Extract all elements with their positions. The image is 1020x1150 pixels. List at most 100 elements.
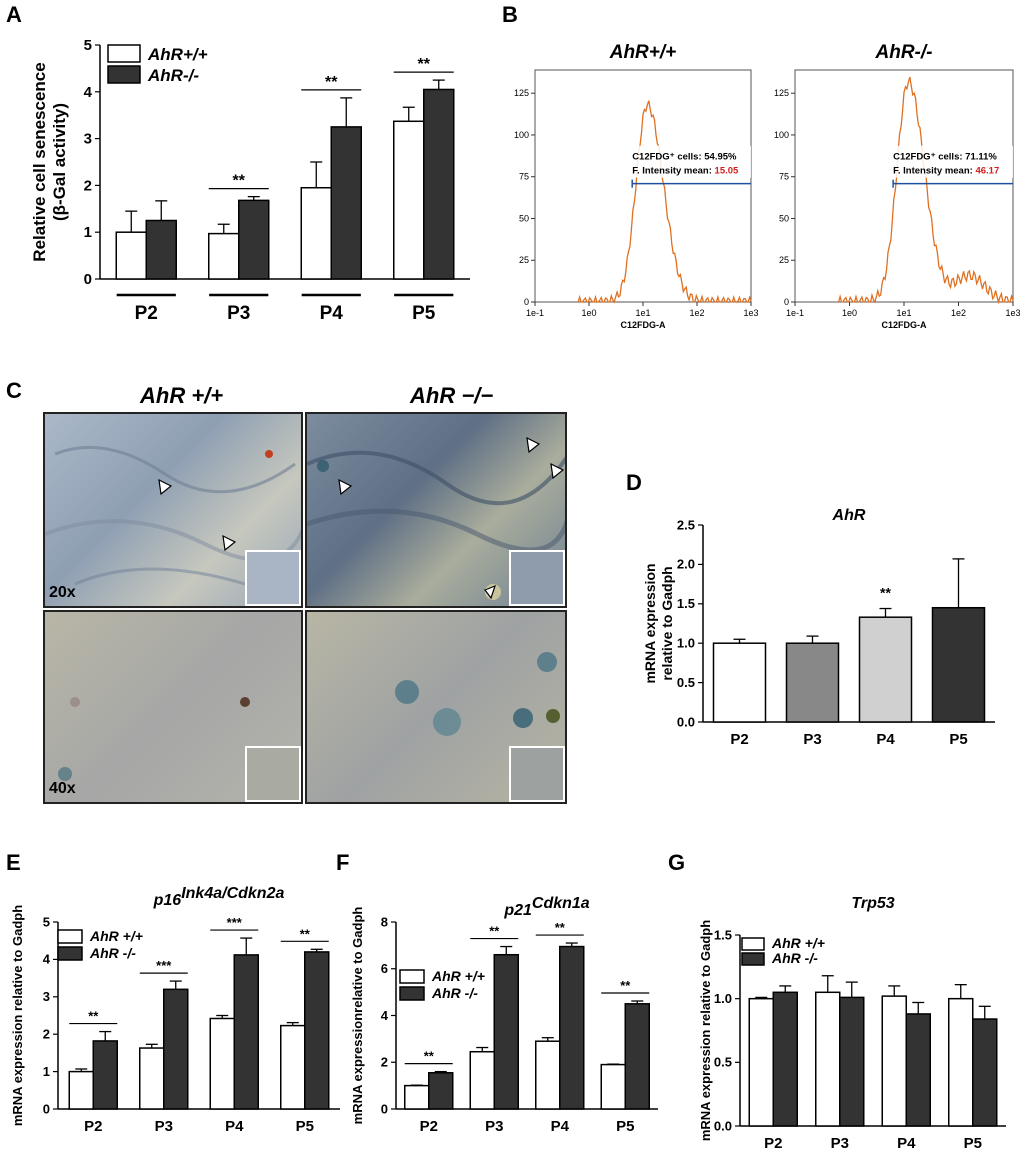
bar: [304, 951, 330, 1110]
significance-label: **: [325, 74, 338, 91]
significance-label: **: [300, 926, 311, 941]
panel-letter-d: D: [626, 470, 642, 495]
legend-swatch: [399, 969, 425, 984]
micrograph-inset: [245, 550, 301, 606]
y-tick-label: 0.0: [714, 1118, 732, 1133]
bar: [905, 1013, 931, 1127]
significance-label: **: [233, 173, 246, 190]
y-tick-label: 2: [381, 1055, 388, 1070]
x-tick-label: P4: [225, 1118, 244, 1135]
bar: [115, 231, 147, 280]
legend-swatch: [107, 65, 141, 84]
micrograph-ko-20x: [305, 412, 567, 608]
significance-label: **: [418, 56, 431, 73]
bar: [208, 232, 240, 280]
x-tick-label: P5: [412, 303, 436, 324]
x-tick-label: 1e1: [635, 308, 650, 318]
chart-g-trp53: 0.0 0.5 1.0 1.5 P2 P3 P4 P5 mRNA expression rela…: [698, 895, 1006, 1150]
bar: [423, 88, 455, 280]
micrograph-ko-40x: [305, 610, 567, 804]
gate-stat-intensity: F. Intensity mean: 15.05: [632, 166, 739, 177]
x-tick-label: P5: [296, 1118, 314, 1135]
bar: [330, 126, 362, 280]
y-tick-label: 100: [514, 130, 529, 140]
legend-swatch: [107, 44, 141, 63]
bar: [209, 1017, 235, 1110]
bar: [238, 199, 270, 280]
x-tick-label: P2: [764, 1135, 782, 1150]
x-tick-label: P2: [730, 731, 748, 748]
bar: [535, 1040, 561, 1110]
legend-swatch: [57, 929, 83, 944]
microscopy-title-ko: AhR −/−: [410, 383, 494, 408]
legend-label: AhR +/+: [89, 928, 143, 944]
histogram-curve: [577, 100, 752, 304]
significance-label: **: [489, 924, 500, 939]
y-tick-label: 1: [43, 1064, 50, 1079]
panel-letter-b: B: [502, 2, 518, 27]
y-tick-label: 8: [381, 914, 388, 929]
x-tick-label: P4: [897, 1135, 916, 1150]
y-tick-label: 2: [84, 177, 92, 194]
gate-stat-cells: C12FDG⁺ cells: 54.95%: [632, 152, 737, 163]
x-tick-label: 1e3: [743, 308, 758, 318]
y-tick-label: 3: [84, 131, 92, 148]
bar: [428, 1072, 454, 1110]
magnification-label: 40x: [49, 780, 76, 797]
x-tick-label: 1e-1: [786, 308, 804, 318]
chart-title: p16Ink4a/Cdkn2a: [153, 885, 285, 909]
micrograph-inset: [509, 550, 565, 606]
y-tick-label: 5: [84, 37, 92, 54]
y-tick-label: 1.5: [677, 596, 695, 611]
y-tick-label: 50: [519, 213, 529, 223]
y-tick-label: 1.0: [714, 991, 732, 1006]
y-tick-label: 2: [43, 1027, 50, 1042]
x-tick-label: P3: [227, 303, 250, 324]
panel-letter-g: G: [668, 850, 686, 875]
legend-swatch: [399, 986, 425, 1001]
y-tick-label: 0.5: [677, 675, 695, 690]
x-tick-label: P3: [485, 1118, 503, 1135]
bar: [881, 995, 907, 1127]
y-tick-label: 4: [84, 84, 93, 101]
chart-a-senescence: 0 1 2 3 4 5 P2 P3 ** P4 ** P5 ** Relative cell senesc…: [30, 37, 470, 324]
y-tick-label: 75: [779, 172, 789, 182]
bar: [712, 642, 767, 723]
gate-label-bg: [890, 145, 1013, 178]
y-tick-label: 1.0: [677, 636, 695, 651]
y-tick-label: 100: [774, 130, 789, 140]
y-tick-label: 125: [774, 88, 789, 98]
panel-letter-c: C: [6, 378, 22, 403]
flow-title: AhR+/+: [609, 42, 677, 63]
x-tick-label: P2: [84, 1118, 102, 1135]
legend-label: AhR +/+: [431, 968, 485, 984]
chart-title: p21Cdkn1a: [503, 895, 589, 919]
bar: [559, 945, 585, 1110]
legend-swatch: [57, 946, 83, 961]
x-tick-label: P4: [551, 1118, 570, 1135]
bar: [68, 1070, 94, 1110]
chart-d-ahr-expression: 0.0 0.5 1.0 1.5 2.0 2.5 P2 P3 P4 ** P5 mRNA express…: [642, 507, 995, 748]
bar: [92, 1040, 118, 1110]
y-tick-label: 0: [381, 1101, 388, 1116]
bar: [163, 988, 189, 1110]
y-tick-label: 4: [43, 952, 51, 967]
y-tick-label: 4: [381, 1008, 389, 1023]
micrograph-inset: [245, 746, 301, 802]
micrograph-inset: [509, 746, 565, 802]
bar: [469, 1050, 495, 1110]
histogram-curve: [837, 76, 1014, 305]
gate-stat-cells: C12FDG⁺ cells: 71.11%: [893, 152, 997, 163]
x-axis-label: C12FDG-A: [620, 320, 666, 330]
legend-label: AhR -/-: [771, 950, 818, 966]
x-tick-label: 1e0: [842, 308, 857, 318]
bar: [280, 1024, 306, 1110]
gate-stat-intensity: F. Intensity mean: 46.17: [893, 166, 999, 177]
panel-letter-a: A: [6, 2, 22, 27]
x-tick-label: P2: [420, 1118, 438, 1135]
bar: [139, 1047, 165, 1110]
micrograph-wt-40x: 40x: [43, 610, 303, 804]
micrograph-wt-20x: 20x: [43, 412, 303, 608]
y-tick-label: 1.5: [714, 927, 732, 942]
y-tick-label: 6: [381, 961, 388, 976]
